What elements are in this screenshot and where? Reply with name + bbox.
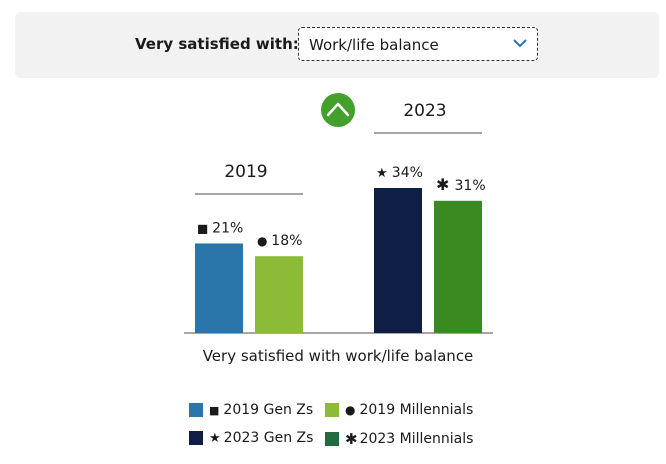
legend-marker: ● bbox=[345, 403, 356, 417]
legend-swatch bbox=[189, 403, 203, 417]
legend-label: 2023 Millennials bbox=[359, 431, 474, 447]
legend-item-2019-gen-z: ■ 2019 Gen Zs bbox=[189, 402, 313, 418]
legend-marker: ★ bbox=[209, 430, 221, 446]
legend-swatch bbox=[325, 403, 339, 417]
chevron-up-glyph bbox=[326, 102, 350, 117]
bar-chart: ■ 21% ● 18% ★ 34% ✱ 31% 2019 2023 Very satisfi… bbox=[184, 93, 493, 365]
legend-swatch bbox=[189, 431, 203, 445]
filter-panel: Very satisfied with: Work/life balance bbox=[15, 12, 659, 78]
legend-label: 2019 Millennials bbox=[359, 402, 474, 418]
legend-label: 2019 Gen Zs bbox=[223, 402, 314, 418]
legend-item-2019-millennials: ● 2019 Millennials bbox=[325, 402, 473, 418]
legend-marker: ■ bbox=[209, 403, 220, 417]
legend-item-2023-millennials: ✱ 2023 Millennials bbox=[325, 430, 473, 448]
data-label: ■ 21% bbox=[197, 220, 243, 236]
bar-2019-gen-zs bbox=[195, 243, 243, 333]
x-axis-label: Very satisfied with work/life balance bbox=[203, 347, 474, 365]
chevron-down-icon bbox=[513, 39, 527, 48]
legend-item-2023-gen-z: ★ 2023 Gen Zs bbox=[189, 430, 313, 446]
bar-2023-gen-zs bbox=[374, 188, 422, 333]
bar-2023-millennials bbox=[434, 200, 482, 333]
topic-dropdown[interactable]: Work/life balance bbox=[298, 27, 538, 61]
bar-2019-millennials bbox=[255, 256, 303, 333]
data-label: ● 18% bbox=[257, 233, 302, 249]
legend-label: 2023 Gen Zs bbox=[223, 430, 314, 446]
group-label-2023: 2023 bbox=[403, 101, 446, 121]
dropdown-selected-value: Work/life balance bbox=[309, 36, 439, 54]
chevron-up-icon bbox=[321, 93, 355, 127]
data-label: ✱ 31% bbox=[436, 175, 486, 194]
chart-area: ■ 21% ● 18% ★ 34% ✱ 31% 2019 2023 Very satisfi… bbox=[0, 80, 666, 380]
data-label: ★ 34% bbox=[376, 165, 423, 181]
legend-marker: ✱ bbox=[345, 430, 358, 448]
group-label-2019: 2019 bbox=[224, 162, 267, 182]
filter-label: Very satisfied with: bbox=[135, 35, 299, 53]
legend-swatch bbox=[325, 432, 339, 446]
